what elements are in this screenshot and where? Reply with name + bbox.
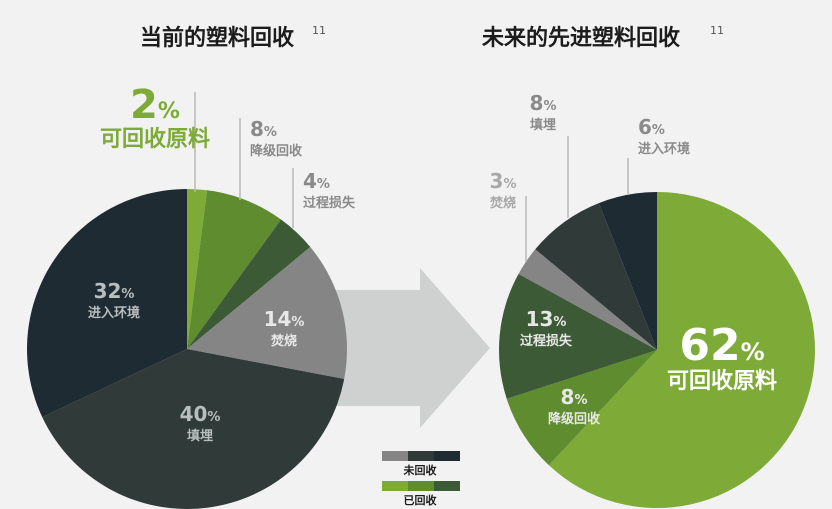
current-slice-0 — [187, 189, 208, 349]
future-slice-0-label: 可回收原料 — [667, 368, 777, 394]
future-slice-4-value: 8% — [530, 91, 557, 115]
current-slice-4 — [42, 349, 345, 509]
future-slice-3-label: 焚烧 — [489, 195, 516, 211]
legend-label-unrecycled: 未回收 — [403, 463, 437, 477]
current-slice-5 — [27, 189, 187, 418]
legend-item-unrecycled — [382, 451, 460, 461]
legend-label-recycled: 已回收 — [404, 493, 437, 507]
future-slice-4-label: 填埋 — [530, 117, 556, 133]
current-slice-3-label: 焚烧 — [270, 333, 297, 349]
current-slice-2 — [187, 219, 311, 349]
current-slice-3-value: 14% — [264, 307, 305, 331]
current-slice-2-label: 过程损失 — [303, 195, 356, 211]
legend-swatch-0-0 — [382, 451, 408, 461]
legend-swatch-1-2 — [434, 481, 460, 491]
current-slice-1-label: 降级回收 — [250, 143, 303, 159]
legend-item-recycled — [382, 481, 460, 491]
future-slice-1 — [506, 350, 657, 466]
right-chart-title-sup: 11 — [710, 24, 724, 37]
legend-swatch-0-2 — [434, 451, 460, 461]
current-slice-4-label: 填埋 — [187, 428, 213, 444]
future-slice-2-label: 过程损失 — [520, 333, 573, 349]
future-slice-4 — [535, 203, 657, 350]
legend-swatch-1-1 — [408, 481, 434, 491]
future-slice-3 — [518, 249, 657, 350]
future-slice-5 — [598, 192, 657, 350]
transition-arrow — [330, 268, 490, 428]
current-slice-1 — [187, 190, 282, 349]
future-slice-1-label: 降级回收 — [548, 411, 601, 427]
future-slice-3-value: 3% — [490, 169, 517, 193]
current-slice-1-value: 8% — [250, 117, 277, 141]
left-chart-title-sup: 11 — [312, 24, 326, 37]
current-slice-2-value: 4% — [303, 169, 330, 193]
right-chart-title: 未来的先进塑料回收 — [482, 25, 680, 51]
legend: 未回收 已回收 — [382, 451, 460, 507]
current-slice-0-value: 2% — [130, 82, 180, 128]
future-slice-1-value: 8% — [561, 385, 588, 409]
pie-chart-current — [27, 189, 348, 509]
future-slice-2-value: 13% — [526, 307, 567, 331]
current-slice-0-label: 可回收原料 — [100, 126, 210, 152]
future-slice-2 — [498, 273, 657, 399]
pie-chart-future — [498, 192, 815, 508]
current-slice-3 — [187, 247, 348, 379]
future-slice-0-value: 62% — [679, 320, 764, 371]
future-slice-5-value: 6% — [638, 115, 665, 139]
legend-swatch-0-1 — [408, 451, 434, 461]
legend-swatch-1-0 — [382, 481, 408, 491]
current-slice-5-label: 进入环境 — [88, 305, 140, 321]
current-slice-5-value: 32% — [94, 279, 135, 303]
future-slice-0 — [548, 192, 815, 508]
current-slice-4-value: 40% — [180, 402, 221, 426]
slice-labels: 2%可回收原料 8%降级回收4%过程损失14%焚烧40%填埋32%进入环境8%填埋… — [88, 82, 777, 444]
future-slice-5-label: 进入环境 — [638, 141, 690, 157]
left-chart-title: 当前的塑料回收 — [140, 25, 294, 51]
